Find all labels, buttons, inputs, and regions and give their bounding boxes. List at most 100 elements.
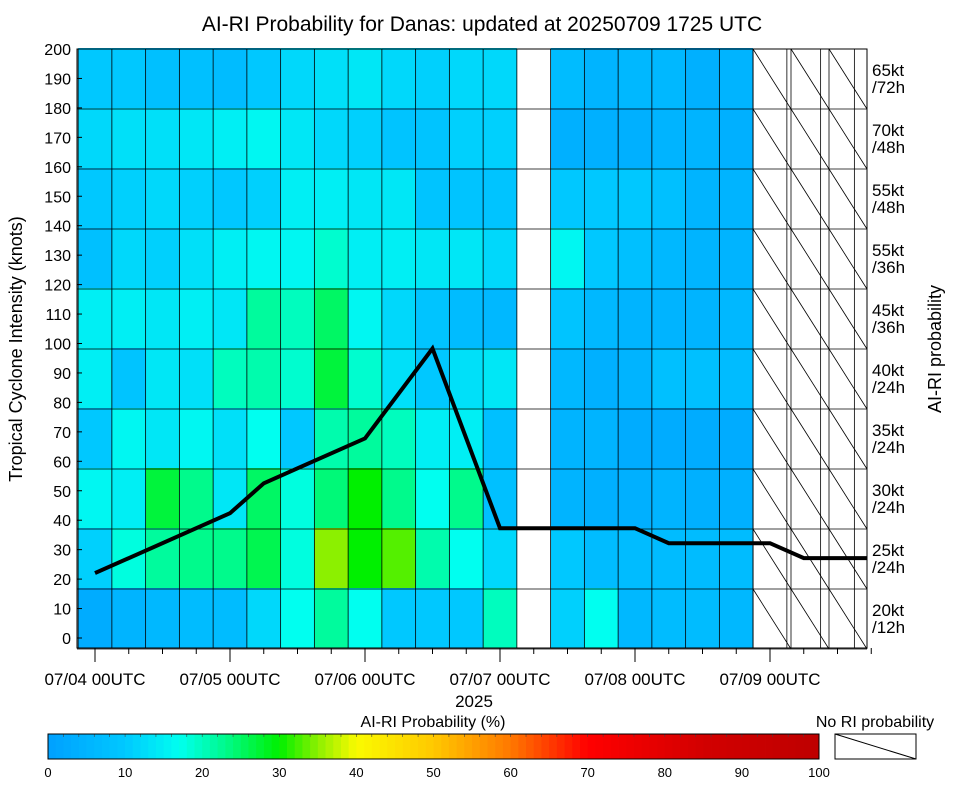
ri-threshold-label-line: 25kt	[872, 541, 904, 560]
heatmap-cell	[719, 588, 754, 648]
colorbar-segment	[795, 734, 804, 759]
heatmap-cell	[584, 288, 619, 348]
hatch-stroke	[790, 48, 830, 110]
heatmap-cell	[651, 48, 686, 108]
x-axis-label: 2025	[455, 692, 493, 711]
x-tick-label: 07/06 00UTC	[314, 670, 415, 689]
y-tick-label: 30	[53, 543, 71, 560]
colorbar-segment	[387, 734, 396, 759]
heatmap-cell	[179, 48, 214, 108]
heatmap-cell	[449, 348, 484, 408]
colorbar-segment	[94, 734, 103, 759]
colorbar-segment	[240, 734, 249, 759]
colorbar-segment	[63, 734, 72, 759]
heatmap-cell	[415, 528, 450, 588]
chart-title: AI-RI Probability for Danas: updated at …	[202, 13, 762, 36]
colorbar-segment	[803, 734, 812, 759]
colorbar-segment	[726, 734, 735, 759]
heatmap-cell	[111, 468, 146, 528]
no-ri-legend-label: No RI probability	[816, 714, 934, 731]
colorbar-segment	[148, 734, 157, 759]
ri-threshold-label: 30kt/24h	[872, 481, 905, 517]
colorbar-segment	[757, 734, 766, 759]
colorbar-segment	[579, 734, 589, 759]
y-tick-label: 150	[44, 189, 71, 206]
colorbar-segment	[556, 734, 565, 759]
heatmap-cell	[145, 108, 180, 168]
colorbar-segment	[294, 734, 303, 759]
heatmap-cell	[314, 348, 349, 408]
axes	[76, 48, 872, 662]
heatmap-cell	[483, 168, 517, 228]
heatmap-cell	[213, 108, 247, 168]
heatmap-cell	[348, 468, 382, 528]
y-tick-labels: 0 10 20 30 40 50 60 70 80 90 100 110 120 130 140 150 160…	[44, 42, 71, 648]
heatmap-cell	[685, 168, 720, 228]
heatmap-cell	[111, 288, 146, 348]
colorbar-segment	[202, 734, 211, 759]
heatmap-cell	[415, 408, 450, 468]
ri-threshold-labels: 20kt/12h25kt/24h30kt/24h35kt/24h40kt/24h…	[872, 61, 905, 637]
colorbar-segment	[233, 734, 242, 759]
colorbar-segment	[217, 734, 226, 759]
x-tick-label: 07/09 00UTC	[719, 670, 820, 689]
hatch-stroke	[790, 468, 830, 530]
heatmap-cell	[483, 408, 517, 468]
heatmap-cell	[651, 168, 686, 228]
ri-threshold-label-line: 70kt	[872, 121, 904, 140]
heatmap-cell	[381, 228, 416, 288]
heatmap-cell	[179, 108, 214, 168]
heatmap-cell	[719, 228, 754, 288]
heatmap-cell	[246, 288, 281, 348]
colorbar-segment	[610, 734, 619, 759]
heatmap-cell	[685, 408, 720, 468]
heatmap-cell	[213, 48, 247, 108]
heatmap-cell	[685, 528, 720, 588]
ri-threshold-label-line: 20kt	[872, 601, 904, 620]
intensity-line-layer	[94, 344, 867, 575]
heatmap-cell	[213, 528, 247, 588]
ri-threshold-label: 40kt/24h	[872, 361, 905, 397]
colorbar-segment	[649, 734, 658, 759]
colorbar-segment	[364, 734, 373, 759]
x-tick-label: 07/07 00UTC	[449, 670, 550, 689]
heatmap-cell	[685, 48, 720, 108]
colorbar-segment	[633, 734, 643, 759]
heatmap-cell	[145, 468, 180, 528]
colorbar-segment	[541, 734, 550, 759]
x-tick-labels: 07/04 00UTC 07/05 00UTC 07/06 00UTC 07/07 0…	[44, 670, 820, 689]
heatmap-cell	[179, 228, 214, 288]
colorbar-segment	[317, 734, 326, 759]
colorbar-segment	[194, 734, 203, 759]
heatmap-cell	[381, 288, 416, 348]
colorbar-segment	[225, 734, 234, 759]
y-tick-label: 10	[53, 602, 71, 619]
colorbar-tick-label: 100	[808, 765, 830, 780]
colorbar-segment	[140, 734, 149, 759]
colorbar-frame	[47, 733, 820, 760]
colorbar-segment	[734, 734, 743, 759]
colorbar-tick-label: 10	[118, 765, 132, 780]
ri-threshold-label-line: 35kt	[872, 421, 904, 440]
colorbar-segment	[132, 734, 141, 759]
colorbar-segment	[448, 734, 458, 759]
hatch-stroke	[828, 48, 868, 110]
colorbar-segment	[741, 734, 751, 759]
heatmap-cell	[685, 228, 720, 288]
heatmap-cell	[584, 408, 619, 468]
heatmap-cell	[415, 168, 450, 228]
y-tick-label: 100	[44, 337, 71, 354]
heatmap-cell	[314, 588, 349, 648]
colorbar-segment	[302, 734, 311, 759]
colorbar-segment	[117, 734, 126, 759]
colorbar-segment	[379, 734, 388, 759]
colorbar-segment	[256, 734, 265, 759]
heatmap-cell	[550, 408, 585, 468]
heatmap-cell	[280, 228, 315, 288]
colorbar-segment	[564, 734, 573, 759]
ri-threshold-label-line: /36h	[872, 318, 905, 337]
hatch-stroke	[828, 228, 868, 290]
heatmap-cell	[145, 168, 180, 228]
x-tick-label: 07/05 00UTC	[179, 670, 280, 689]
colorbar-segment	[672, 734, 681, 759]
